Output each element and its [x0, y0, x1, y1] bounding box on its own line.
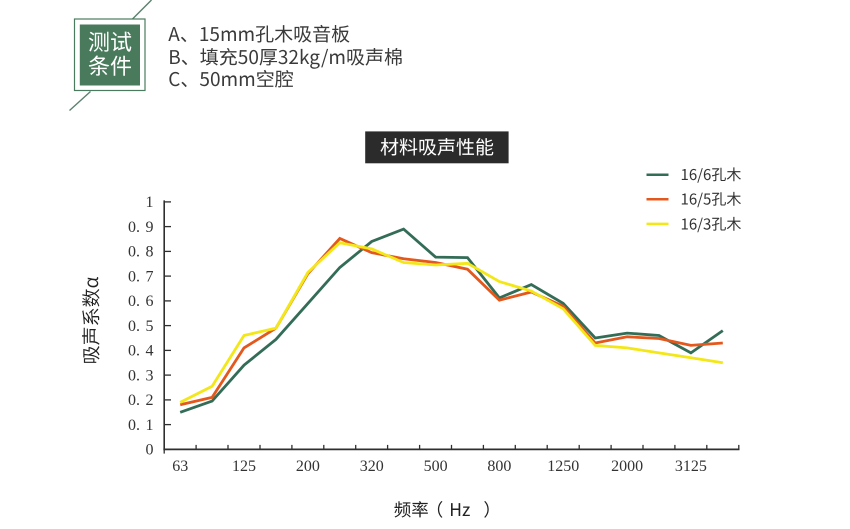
svg-text:0. 1: 0. 1	[128, 417, 154, 434]
svg-text:800: 800	[487, 458, 511, 475]
svg-text:500: 500	[424, 458, 448, 475]
svg-text:63: 63	[172, 458, 188, 475]
svg-text:测试: 测试	[88, 25, 132, 57]
svg-text:16/5孔木: 16/5孔木	[681, 189, 742, 210]
svg-text:0. 4: 0. 4	[128, 343, 154, 360]
svg-text:材料吸声性能: 材料吸声性能	[380, 133, 494, 160]
svg-text:1250: 1250	[547, 458, 579, 475]
svg-text:16/3孔木: 16/3孔木	[681, 213, 742, 234]
svg-text:0. 8: 0. 8	[128, 244, 154, 261]
svg-text:0. 5: 0. 5	[128, 318, 154, 335]
svg-text:吸声系数α: 吸声系数α	[77, 276, 104, 364]
svg-text:A、15mm孔木吸音板: A、15mm孔木吸音板	[168, 20, 350, 47]
svg-text:2000: 2000	[611, 458, 643, 475]
svg-text:0. 6: 0. 6	[128, 293, 154, 310]
svg-text:条件: 条件	[88, 49, 132, 81]
svg-text:0: 0	[146, 442, 154, 459]
svg-text:0. 7: 0. 7	[128, 268, 154, 285]
svg-text:1: 1	[146, 194, 154, 211]
svg-text:16/6孔木: 16/6孔木	[681, 164, 742, 185]
svg-text:200: 200	[296, 458, 320, 475]
svg-text:B、填充50厚32kg/m吸声棉: B、填充50厚32kg/m吸声棉	[168, 43, 403, 70]
svg-text:3125: 3125	[675, 458, 707, 475]
svg-text:0. 3: 0. 3	[128, 367, 154, 384]
svg-text:C、50mm空腔: C、50mm空腔	[168, 65, 293, 92]
svg-text:125: 125	[232, 458, 256, 475]
svg-text:320: 320	[360, 458, 384, 475]
svg-text:0. 9: 0. 9	[128, 219, 154, 236]
svg-text:0. 2: 0. 2	[128, 392, 154, 409]
